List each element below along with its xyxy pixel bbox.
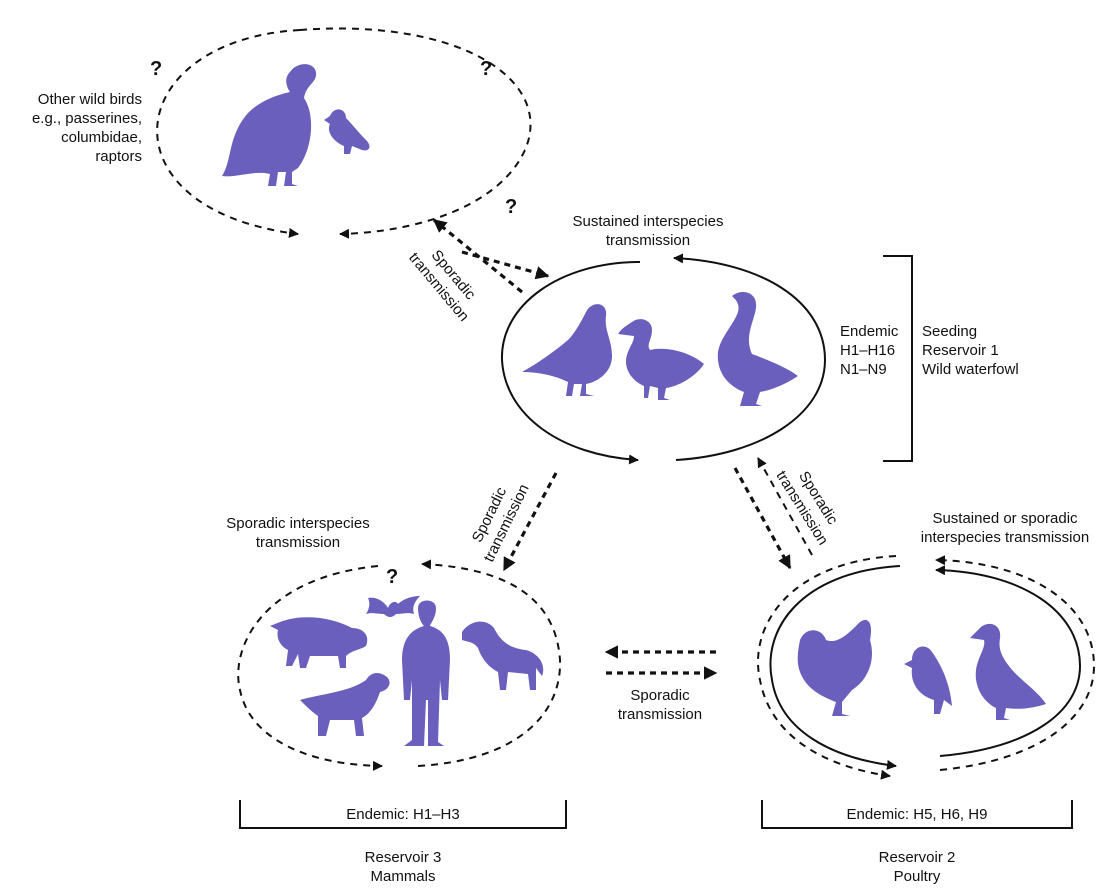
waterfowl-endemic-label: Endemic H1–H16 N1–N9: [840, 323, 899, 378]
mammals-poultry-arrows: [604, 645, 718, 680]
poultry-endemic-label: Endemic: H5, H6, H9: [846, 806, 988, 823]
wild-waterfowl-arrows: [432, 218, 550, 294]
mammals-endemic-label: Endemic: H1–H3: [346, 806, 460, 823]
horse-icon: [462, 621, 544, 690]
chicken-icon: [797, 619, 872, 716]
wild-birds-cycle: [156, 27, 532, 239]
reservoir2-bracket: [761, 800, 1073, 829]
bat-question: ?: [386, 566, 399, 588]
reservoir2-label: Reservoir 2 Poultry: [878, 849, 956, 885]
waterfowl-poultry-arrows: [733, 457, 813, 570]
albatross-icon: [522, 304, 612, 396]
reservoir1-bracket: [883, 255, 913, 462]
pig-icon: [270, 617, 368, 668]
wild-link-question: ?: [505, 196, 518, 218]
poultry-top-label: Sustained or sporadic interspecies trans…: [920, 510, 1090, 546]
poultry-duck-icon: [970, 623, 1046, 720]
waterfowl-mammals-arrow: [502, 472, 558, 572]
duck-icon: [618, 319, 704, 400]
poultry-cycle: [757, 555, 1096, 780]
reservoir3-label: Reservoir 3 Mammals: [364, 849, 442, 885]
mammals-poultry-link-label: Sporadic transmission: [617, 687, 703, 723]
bat-icon: [366, 596, 420, 617]
vulture-icon: [222, 64, 317, 186]
mammals-top-label: Sporadic interspecies transmission: [226, 515, 370, 551]
waterfowl-top-label: Sustained interspecies transmission: [572, 213, 724, 249]
reservoir3-bracket: [239, 800, 567, 829]
wild-birds-question-right: ?: [480, 58, 493, 80]
swan-icon: [717, 292, 798, 406]
waterfowl-cycle: [500, 253, 827, 465]
dog-icon: [300, 673, 390, 736]
passerine-icon: [324, 109, 370, 154]
reservoir1-label: Seeding Reservoir 1 Wild waterfowl: [922, 323, 1019, 378]
wild-birds-question-left: ?: [150, 58, 163, 80]
wild-birds-label: Other wild birds e.g., passerines, colum…: [31, 91, 142, 165]
mammals-cycle: [237, 559, 562, 771]
quail-icon: [904, 646, 952, 714]
human-icon: [402, 600, 450, 746]
